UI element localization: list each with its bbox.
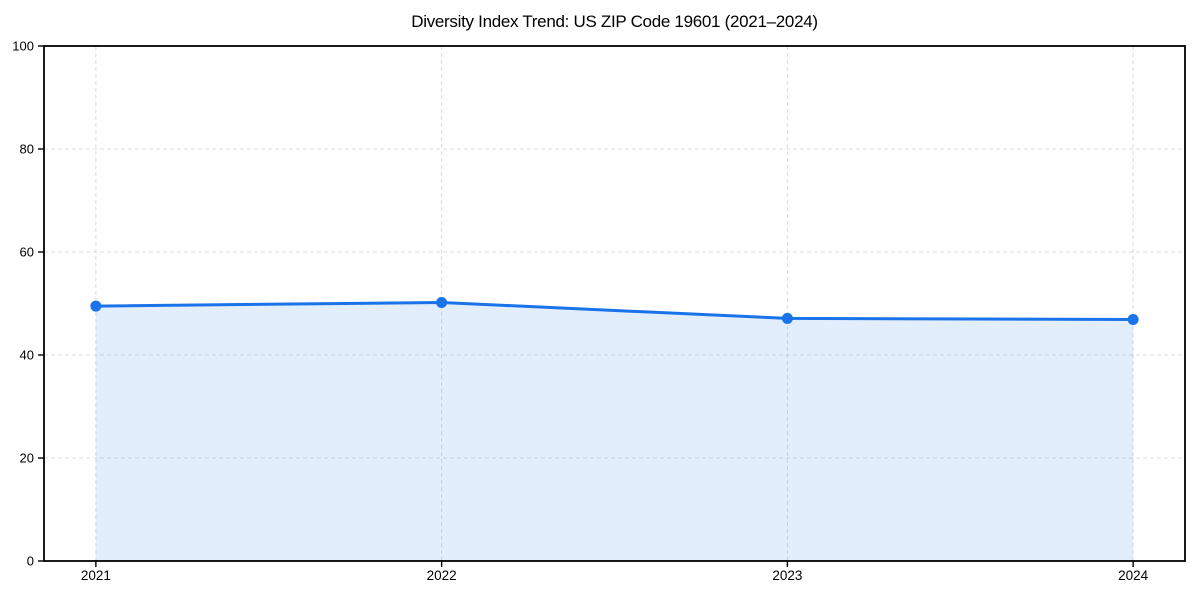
y-tick-labels: 0 20 40 60 80 100	[12, 39, 34, 569]
data-point-markers	[90, 296, 1139, 325]
trend-line-series	[94, 300, 1135, 321]
x-tick-labels: 2021 2022 2023 2024	[81, 568, 1149, 583]
chart-title: Diversity Index Trend: US ZIP Code 19601…	[411, 12, 818, 31]
gridlines	[44, 45, 1185, 562]
y-tick-label-60: 60	[20, 245, 34, 260]
data-point-2024	[1127, 313, 1139, 325]
data-point-2022	[436, 296, 448, 308]
tick-marks	[38, 45, 1134, 567]
data-point-2023	[781, 312, 793, 324]
trend-line	[94, 300, 1135, 321]
y-tick-label-80: 80	[20, 142, 34, 157]
x-tick-label-2024: 2024	[1118, 568, 1149, 583]
y-tick-label-40: 40	[20, 348, 34, 363]
x-tick-label-2021: 2021	[81, 568, 111, 583]
x-tick-label-2022: 2022	[427, 568, 457, 583]
y-tick-label-100: 100	[12, 39, 34, 54]
x-tick-label-2023: 2023	[772, 568, 802, 583]
y-tick-label-0: 0	[27, 554, 34, 569]
y-tick-label-20: 20	[20, 451, 34, 466]
data-point-2021	[90, 300, 102, 312]
area-fill	[95, 302, 1134, 561]
area-fill-series	[95, 302, 1134, 561]
axes-frame	[43, 45, 1186, 562]
plot-border	[43, 45, 1186, 562]
